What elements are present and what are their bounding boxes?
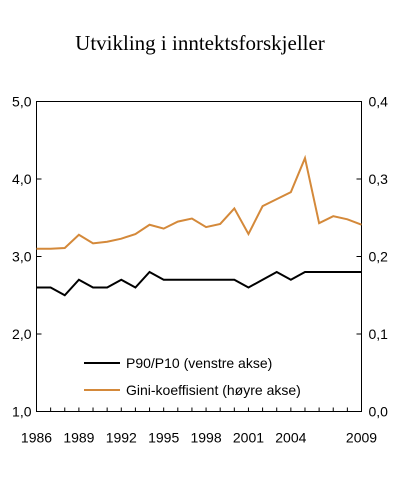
x-tick-label: 2009 [346,430,377,446]
left-tick-label: 3,0 [12,249,32,265]
right-tick-label: 0,0 [369,404,389,420]
left-tick-label: 1,0 [12,404,32,420]
x-axis: 1986 1989 1992 1995 1998 2001 2004 2009 [21,407,377,446]
legend: P90/P10 (venstre akse) Gini-koeffisient … [84,355,301,398]
right-axis: 0,0 0,1 0,2 0,3 0,4 [356,94,389,420]
chart-title: Utvikling i inntektsforskjeller [75,31,325,55]
right-tick-label: 0,2 [369,249,389,265]
series-line-gini [36,154,362,250]
left-axis: 1,0 2,0 3,0 4,0 5,0 [12,94,42,420]
x-tick-label: 1986 [21,430,52,446]
right-tick-label: 0,3 [369,171,389,187]
legend-label-gini: Gini-koeffisient (høyre akse) [126,382,301,398]
x-tick-label: 1995 [148,430,179,446]
x-tick-label: 2004 [275,430,306,446]
left-tick-label: 4,0 [12,171,32,187]
x-tick-label: 1998 [190,430,221,446]
right-tick-label: 0,1 [369,326,389,342]
left-tick-label: 2,0 [12,326,32,342]
x-tick-label: 1992 [106,430,137,446]
right-tick-label: 0,4 [369,94,389,110]
x-tick-label: 1989 [63,430,94,446]
series-group [36,154,362,297]
legend-label-p90p10: P90/P10 (venstre akse) [126,355,272,371]
x-tick-label: 2001 [233,430,264,446]
series-line-p90p10 [36,270,362,297]
left-tick-label: 5,0 [12,94,32,110]
